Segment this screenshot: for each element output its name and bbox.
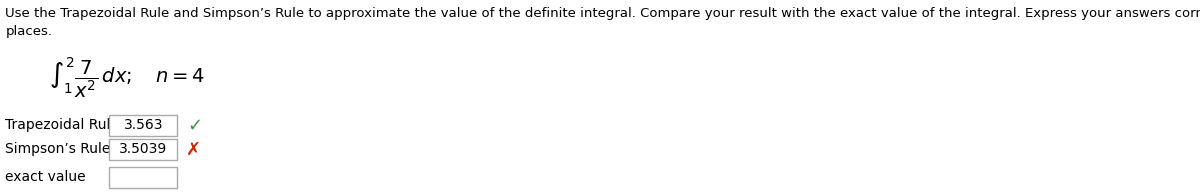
Text: ✗: ✗ bbox=[186, 140, 200, 158]
Text: 3.5039: 3.5039 bbox=[119, 142, 168, 156]
Text: Trapezoidal Rule: Trapezoidal Rule bbox=[5, 118, 119, 132]
Text: exact value: exact value bbox=[5, 170, 86, 184]
Text: $\int_1^2 \dfrac{7}{x^2}\,dx;\ \ \ n = 4$: $\int_1^2 \dfrac{7}{x^2}\,dx;\ \ \ n = 4… bbox=[49, 56, 205, 101]
FancyBboxPatch shape bbox=[109, 139, 178, 160]
FancyBboxPatch shape bbox=[109, 115, 178, 136]
Text: ✓: ✓ bbox=[187, 116, 203, 134]
Text: Use the Trapezoidal Rule and Simpson’s Rule to approximate the value of the defi: Use the Trapezoidal Rule and Simpson’s R… bbox=[5, 7, 1200, 38]
Text: 3.563: 3.563 bbox=[124, 118, 163, 132]
Text: Simpson’s Rule: Simpson’s Rule bbox=[5, 142, 110, 156]
FancyBboxPatch shape bbox=[109, 167, 178, 188]
